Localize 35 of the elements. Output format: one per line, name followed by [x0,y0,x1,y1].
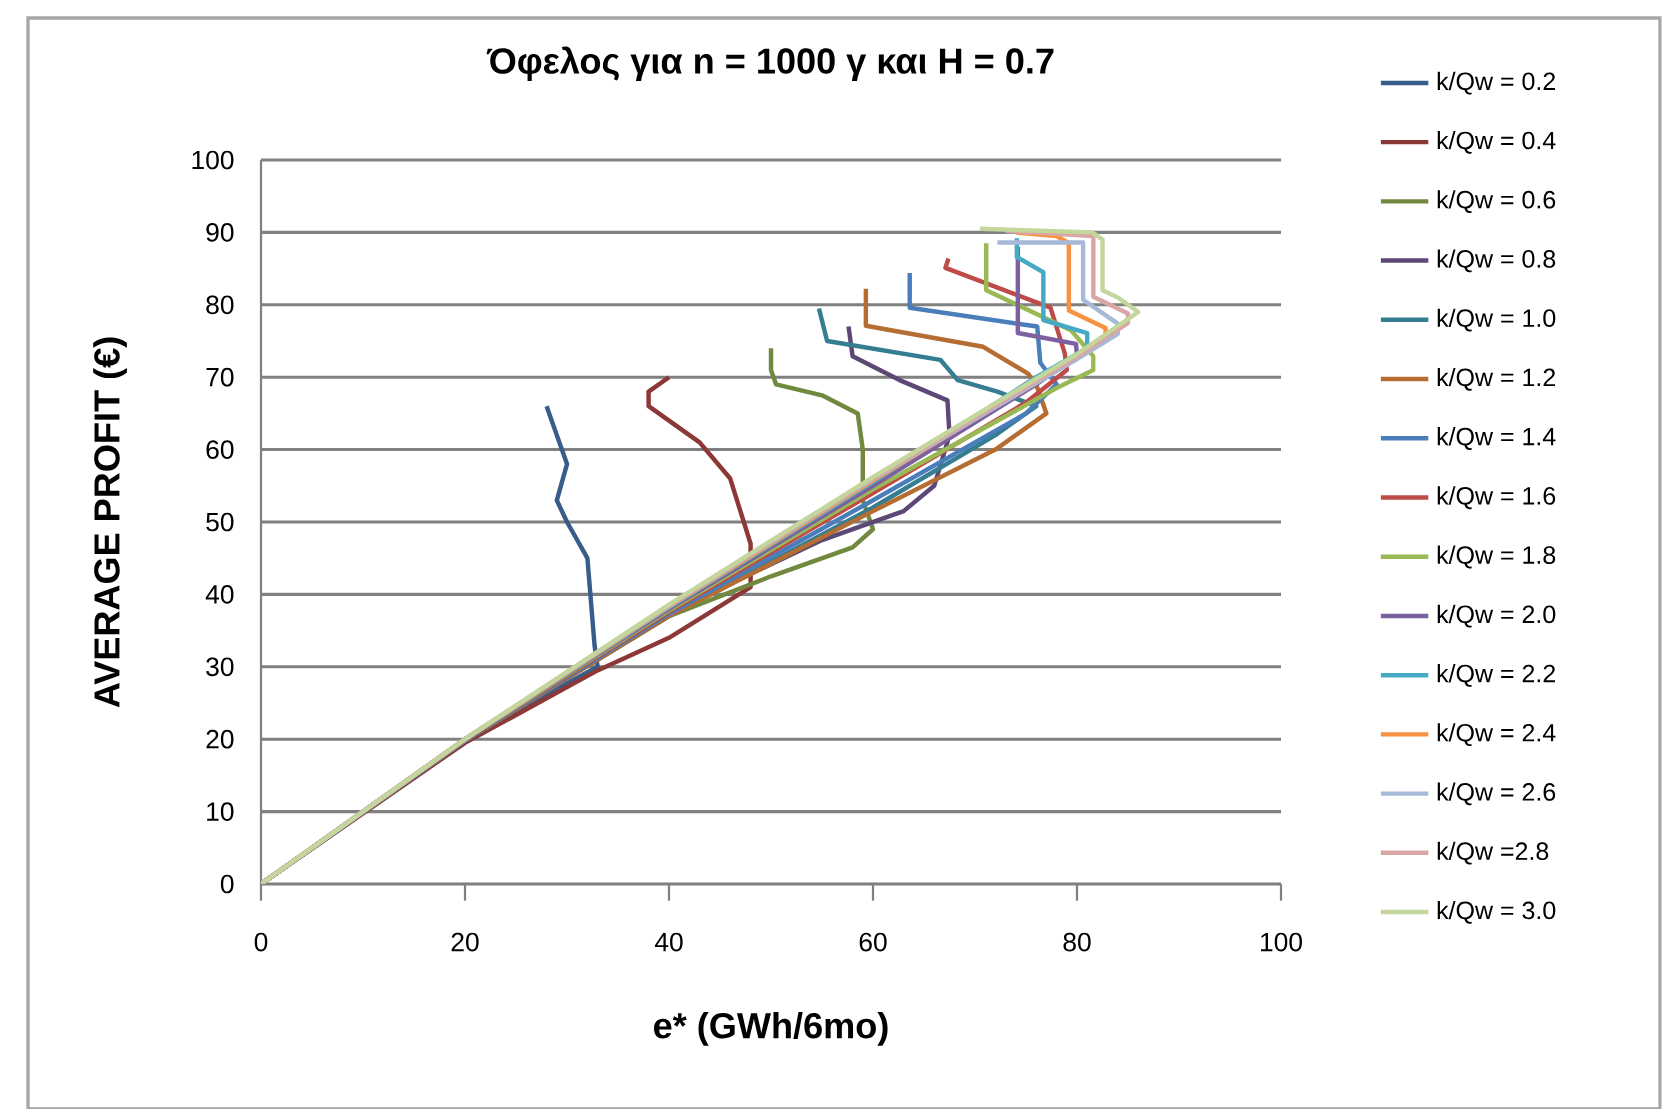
y-tick-label: 0 [220,874,234,894]
legend-label: k/Qw =2.8 [1437,841,1549,865]
x-tick-label: 0 [254,932,268,952]
y-axis-title: AVERAGE PROFIT (€) [93,337,127,708]
y-tick-label: 60 [206,440,234,459]
y-tick-label: 40 [205,585,234,604]
legend-label: k/Qw = 2.4 [1437,723,1556,747]
legend-label: k/Qw = 0.4 [1437,130,1556,154]
y-tick-label: 90 [206,223,234,242]
legend-label: k/Qw = 0.6 [1437,190,1556,214]
y-tick-label: 20 [206,729,234,749]
x-axis-title: e* (GWh/6mo) [654,1011,888,1046]
x-tick-label: 20 [451,932,479,952]
legend-label: k/Qw = 1.2 [1437,367,1555,391]
y-tick-label: 70 [206,367,234,387]
legend-label: k/Qw = 1.4 [1437,427,1556,450]
y-tick-label: 30 [206,657,234,677]
x-tick-label: 100 [1261,932,1302,952]
y-tick-label: 50 [206,512,234,532]
legend-label: k/Qw = 1.6 [1437,486,1556,510]
legend-label: k/Qw = 0.8 [1437,249,1556,273]
chart-title: Όφελος για n = 1000 γ και H = 0.7 [486,46,1054,81]
legend-label: k/Qw = 2.6 [1437,782,1556,806]
x-tick-label: 40 [654,932,683,952]
legend-label: k/Qw = 1.8 [1437,545,1556,569]
y-tick-label: 100 [192,150,234,170]
legend-label: k/Qw = 3.0 [1437,900,1556,924]
x-tick-label: 60 [859,932,887,952]
legend-label: k/Qw = 1.0 [1437,308,1556,332]
legend-label: k/Qw = 2.0 [1437,604,1556,628]
y-tick-label: 10 [207,802,234,821]
y-tick-label: 80 [206,295,234,315]
legend-label: k/Qw = 0.2 [1437,71,1555,95]
x-tick-label: 80 [1063,932,1091,952]
legend-label: k/Qw = 2.2 [1437,664,1555,687]
